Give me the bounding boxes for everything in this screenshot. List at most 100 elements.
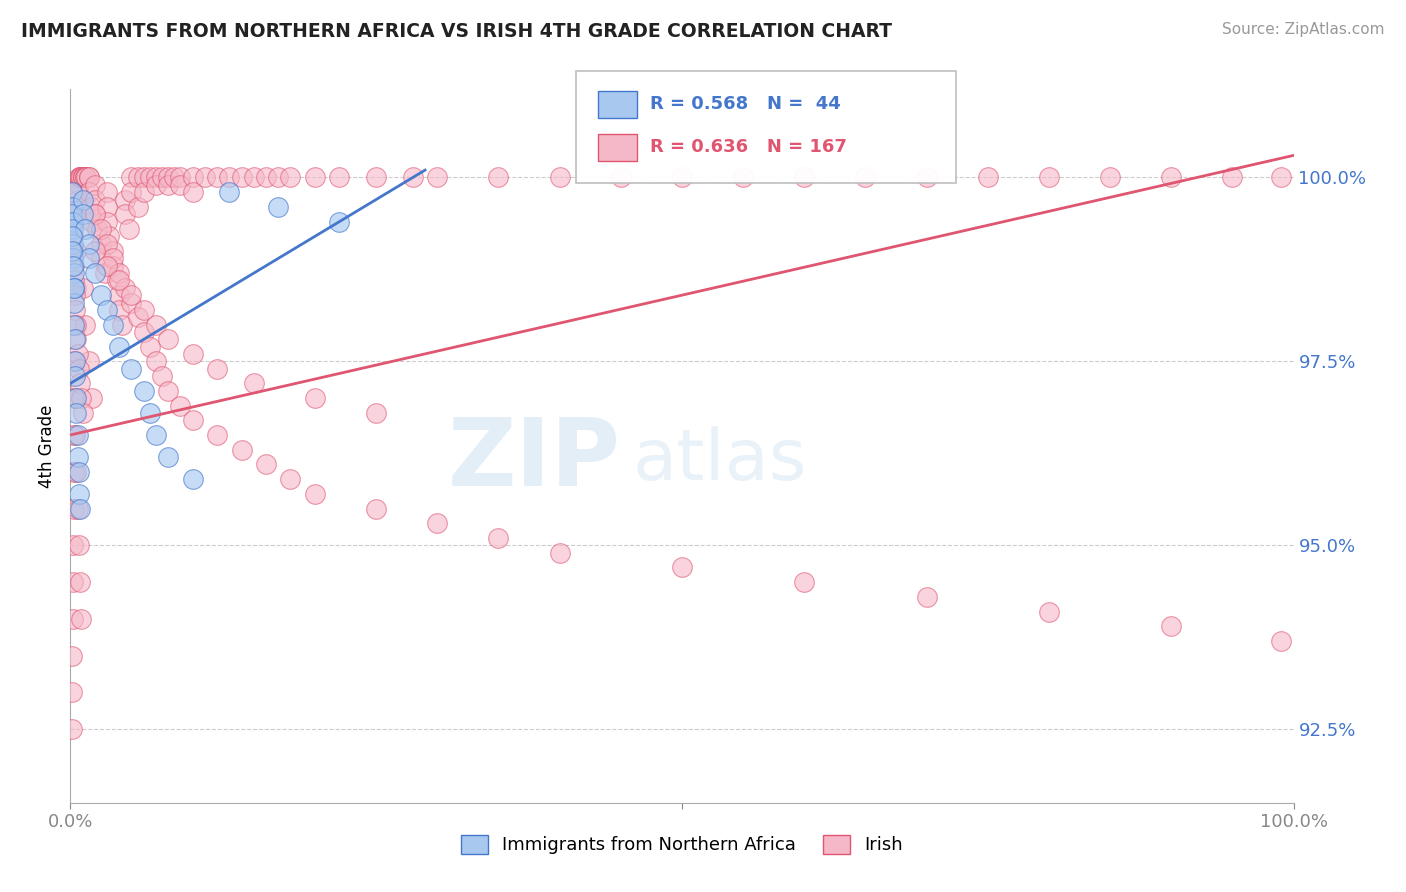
Point <box>181 472 204 486</box>
Point <box>1270 634 1292 648</box>
Point <box>254 170 277 185</box>
Point <box>69 170 91 185</box>
Point <box>65 465 87 479</box>
Point <box>83 266 105 280</box>
Point <box>218 185 240 199</box>
Point <box>96 259 118 273</box>
Point <box>77 170 100 185</box>
Point <box>70 612 93 626</box>
Point <box>63 465 86 479</box>
Point <box>139 170 162 185</box>
Point <box>127 170 149 185</box>
Text: R = 0.568   N =  44: R = 0.568 N = 44 <box>650 95 841 113</box>
Point <box>86 222 108 236</box>
Point <box>127 200 149 214</box>
Point <box>132 185 155 199</box>
Point <box>73 170 96 185</box>
Point <box>243 376 266 391</box>
Point <box>205 428 228 442</box>
Point <box>304 487 326 501</box>
Point <box>82 214 104 228</box>
Point <box>610 170 633 185</box>
Point <box>671 560 693 574</box>
Point <box>83 178 105 192</box>
Point <box>108 273 131 287</box>
Point <box>72 193 94 207</box>
Point <box>65 391 87 405</box>
Point <box>1038 170 1060 185</box>
Text: Source: ZipAtlas.com: Source: ZipAtlas.com <box>1222 22 1385 37</box>
Point <box>114 281 136 295</box>
Point <box>488 170 510 185</box>
Point <box>267 170 290 185</box>
Point <box>66 501 89 516</box>
Point <box>90 252 112 266</box>
Point <box>402 170 425 185</box>
Point <box>63 428 86 442</box>
Point <box>231 170 253 185</box>
Point <box>132 384 155 398</box>
Point <box>121 288 143 302</box>
Point <box>83 193 105 207</box>
Point <box>671 170 693 185</box>
Point <box>69 501 91 516</box>
Point <box>1099 170 1122 185</box>
Point <box>72 170 94 185</box>
Point <box>83 244 105 258</box>
Point <box>96 200 118 214</box>
Point <box>101 252 124 266</box>
Point <box>111 318 134 332</box>
Point <box>915 590 938 604</box>
Point <box>65 332 87 346</box>
Point <box>62 538 84 552</box>
Point <box>63 302 86 317</box>
Point <box>328 214 350 228</box>
Point <box>101 318 124 332</box>
Point <box>132 302 155 317</box>
Point <box>63 369 86 384</box>
Point <box>70 391 93 405</box>
Point <box>488 531 510 545</box>
Point <box>169 170 191 185</box>
Point <box>118 222 141 236</box>
Point <box>62 612 84 626</box>
Point <box>114 207 136 221</box>
Point <box>1220 170 1243 185</box>
Point <box>855 170 877 185</box>
Point <box>733 170 755 185</box>
Point <box>145 170 167 185</box>
Point <box>63 354 86 368</box>
Point <box>72 281 94 295</box>
Point <box>90 236 112 251</box>
Point <box>145 178 167 192</box>
Point <box>157 450 180 464</box>
Point <box>101 244 124 258</box>
Point <box>280 472 302 486</box>
Point <box>101 259 124 273</box>
Point <box>139 340 162 354</box>
Point <box>77 354 100 368</box>
Point <box>62 229 84 244</box>
Point <box>108 302 131 317</box>
Point <box>60 685 83 699</box>
Point <box>157 170 180 185</box>
Point <box>60 207 83 221</box>
Point <box>62 259 84 273</box>
Point <box>66 185 89 199</box>
Point <box>205 361 228 376</box>
Text: R = 0.636   N = 167: R = 0.636 N = 167 <box>650 138 846 156</box>
Point <box>63 295 86 310</box>
Point <box>181 185 204 199</box>
Point <box>121 295 143 310</box>
Point <box>121 361 143 376</box>
Point <box>132 170 155 185</box>
Point <box>65 318 87 332</box>
Point <box>77 252 100 266</box>
Point <box>366 501 388 516</box>
Point <box>65 244 87 258</box>
Point <box>169 178 191 192</box>
Point <box>121 170 143 185</box>
Text: IMMIGRANTS FROM NORTHERN AFRICA VS IRISH 4TH GRADE CORRELATION CHART: IMMIGRANTS FROM NORTHERN AFRICA VS IRISH… <box>21 22 891 41</box>
Point <box>157 384 180 398</box>
Point <box>60 185 83 199</box>
